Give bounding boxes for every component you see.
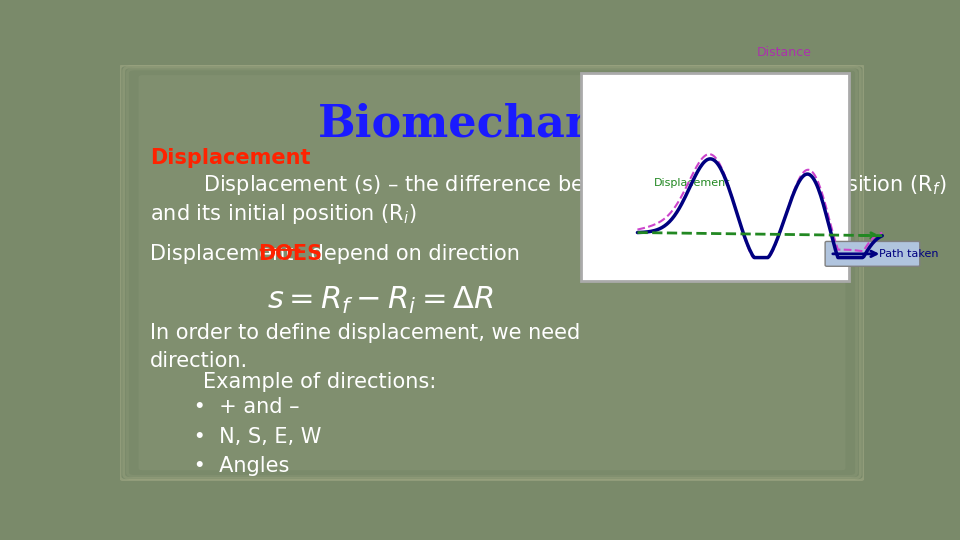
Text: Biomechanics: Biomechanics	[318, 102, 666, 145]
Text: Example of directions:: Example of directions:	[150, 373, 436, 393]
Text: Displacement (s) – the difference between an objects final position (R$_f$): Displacement (s) – the difference betwee…	[150, 173, 948, 197]
Text: •  + and –: • + and –	[187, 397, 300, 417]
Text: Displacement: Displacement	[654, 178, 731, 188]
Text: Distance: Distance	[756, 46, 812, 59]
Text: In order to define displacement, we need
direction.: In order to define displacement, we need…	[150, 322, 580, 370]
FancyBboxPatch shape	[825, 241, 920, 266]
Text: •  Angles: • Angles	[187, 456, 289, 476]
Text: DOES: DOES	[257, 244, 322, 264]
Text: depend on direction: depend on direction	[303, 244, 519, 264]
FancyBboxPatch shape	[138, 75, 846, 470]
Text: $s = R_f - R_i = \Delta R$: $s = R_f - R_i = \Delta R$	[267, 285, 493, 316]
Text: •  N, S, E, W: • N, S, E, W	[187, 427, 322, 447]
Text: and its initial position (R$_i$): and its initial position (R$_i$)	[150, 202, 417, 226]
Text: Path taken: Path taken	[878, 249, 938, 259]
Text: Displacement: Displacement	[150, 244, 300, 264]
Text: Displacement: Displacement	[150, 148, 310, 168]
FancyBboxPatch shape	[581, 73, 849, 281]
